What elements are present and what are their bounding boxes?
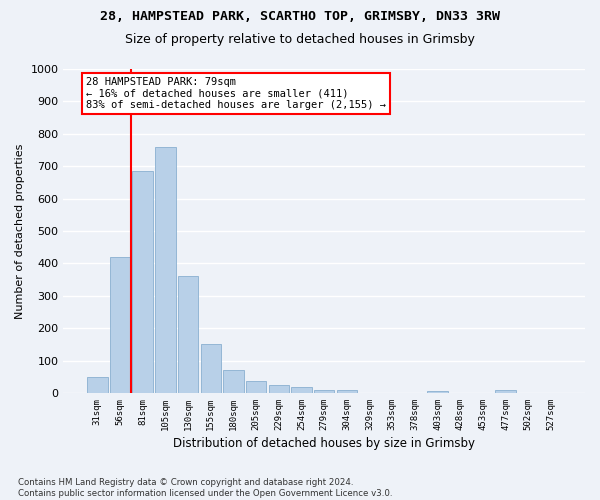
X-axis label: Distribution of detached houses by size in Grimsby: Distribution of detached houses by size … — [173, 437, 475, 450]
Bar — [427, 390, 448, 393]
Bar — [133, 171, 153, 393]
Bar — [337, 390, 357, 393]
Text: 28, HAMPSTEAD PARK, SCARTHO TOP, GRIMSBY, DN33 3RW: 28, HAMPSTEAD PARK, SCARTHO TOP, GRIMSBY… — [100, 10, 500, 23]
Bar — [496, 390, 516, 393]
Text: Size of property relative to detached houses in Grimsby: Size of property relative to detached ho… — [125, 32, 475, 46]
Bar — [314, 390, 334, 393]
Bar — [110, 257, 130, 393]
Bar — [223, 370, 244, 393]
Bar — [178, 276, 198, 393]
Bar — [87, 376, 107, 393]
Y-axis label: Number of detached properties: Number of detached properties — [15, 144, 25, 318]
Text: Contains HM Land Registry data © Crown copyright and database right 2024.
Contai: Contains HM Land Registry data © Crown c… — [18, 478, 392, 498]
Bar — [200, 344, 221, 393]
Bar — [292, 388, 312, 393]
Bar — [155, 146, 176, 393]
Bar — [269, 385, 289, 393]
Bar — [246, 381, 266, 393]
Text: 28 HAMPSTEAD PARK: 79sqm
← 16% of detached houses are smaller (411)
83% of semi-: 28 HAMPSTEAD PARK: 79sqm ← 16% of detach… — [86, 77, 386, 110]
